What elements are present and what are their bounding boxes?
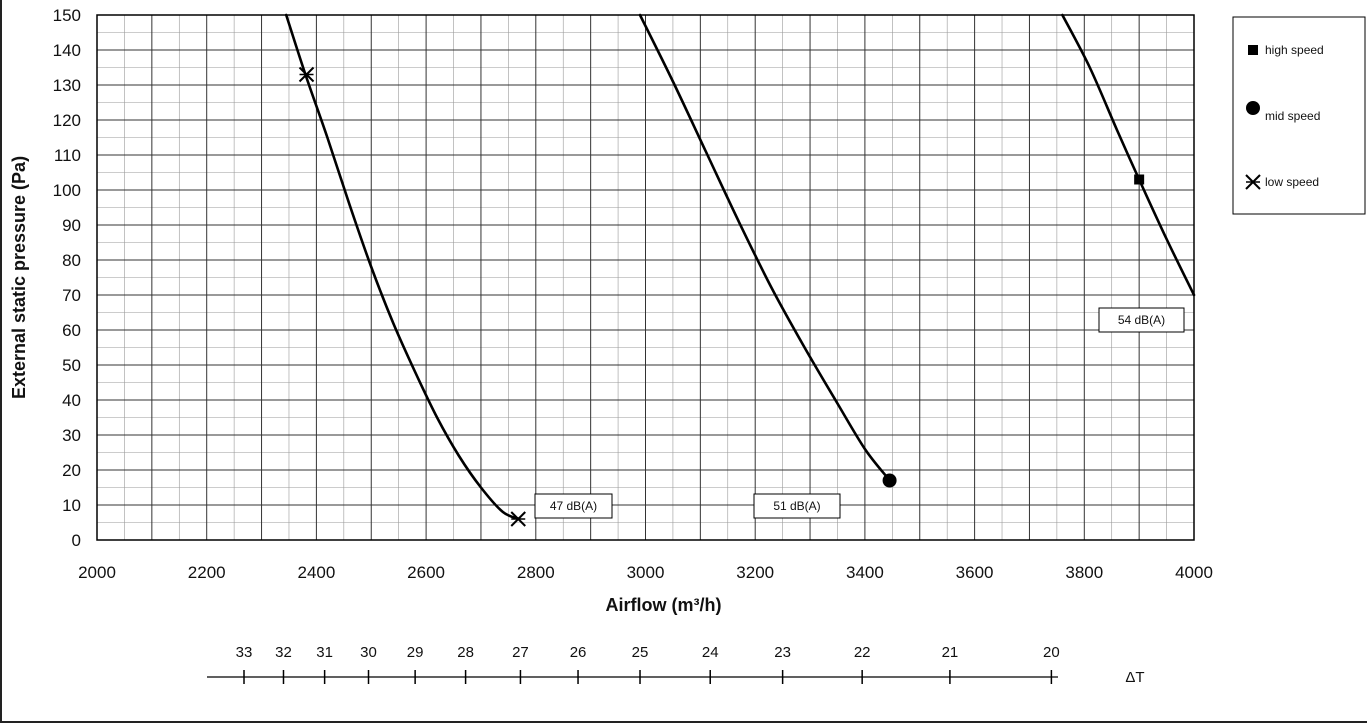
delta-t-tick-label: 29 (407, 644, 424, 661)
legend-label: high speed (1265, 43, 1324, 57)
delta-t-tick-label: 26 (570, 644, 587, 661)
legend-item-mid-speed: mid speed (1246, 101, 1320, 123)
x-tick-label: 3600 (956, 563, 994, 582)
x-tick-label: 3200 (736, 563, 774, 582)
delta-t-tick-label: 24 (702, 644, 719, 661)
delta-t-tick-label: 20 (1043, 644, 1060, 661)
delta-t-tick-label: 30 (360, 644, 377, 661)
y-tick-label: 70 (62, 286, 81, 305)
y-tick-label: 130 (53, 76, 81, 95)
x-tick-label: 3400 (846, 563, 884, 582)
low-speed-marker (510, 511, 526, 527)
y-tick-label: 0 (72, 531, 81, 550)
mid-speed-curve (638, 13, 889, 479)
x-tick-label: 2400 (297, 563, 335, 582)
y-tick-label: 50 (62, 356, 81, 375)
y-axis-title: External static pressure (Pa) (9, 156, 29, 399)
annotation-box (534, 493, 613, 519)
y-tick-label: 140 (53, 41, 81, 60)
annotation-box (1098, 307, 1185, 333)
delta-t-axis-label: ΔT (1125, 669, 1144, 686)
delta-t-tick-label: 27 (512, 644, 529, 661)
sound-level-annotations: 47 dB(A) 51 dB(A) 54 dB(A) (534, 307, 1185, 519)
x-tick-label: 2200 (188, 563, 226, 582)
y-tick-label: 120 (53, 111, 81, 130)
y-tick-label: 100 (53, 181, 81, 200)
high-speed-sound-level-label: 54 dB(A) (1098, 307, 1185, 333)
delta-t-tick-label: 25 (632, 644, 649, 661)
minor-gridlines (97, 15, 1194, 540)
y-tick-label: 20 (62, 461, 81, 480)
y-tick-label: 30 (62, 426, 81, 445)
legend-label: mid speed (1265, 109, 1320, 123)
x-tick-label: 3000 (627, 563, 665, 582)
high-speed-curve (1061, 13, 1196, 297)
y-axis-tick-labels: 0 10 20 30 40 50 60 70 80 90 100 110 120 130 140 150 (53, 6, 81, 550)
y-tick-label: 110 (54, 146, 81, 165)
y-tick-label: 10 (62, 496, 81, 515)
annotation-text: 51 dB(A) (773, 499, 820, 513)
low-speed-marker (298, 66, 315, 83)
legend-label: low speed (1265, 175, 1319, 189)
low-speed-sound-level-label: 47 dB(A) (534, 493, 613, 519)
legend-star-icon (1245, 174, 1261, 190)
delta-t-axis: 33 32 31 30 29 28 27 26 25 24 23 22 21 20 ΔT (207, 644, 1145, 686)
legend: high speed mid speed low speed (1232, 16, 1366, 215)
legend-item-high-speed: high speed (1248, 43, 1324, 57)
mid-speed-marker (882, 473, 897, 488)
major-gridlines (96, 14, 1195, 541)
high-speed-marker (1134, 174, 1145, 185)
plot-area-border (96, 14, 1195, 541)
y-tick-label: 150 (53, 6, 81, 25)
y-tick-label: 40 (62, 391, 81, 410)
delta-t-tick-label: 22 (854, 644, 871, 661)
curve-markers (298, 66, 1145, 527)
y-tick-label: 90 (62, 216, 81, 235)
annotation-text: 54 dB(A) (1118, 313, 1165, 327)
legend-circle-icon (1246, 101, 1260, 115)
annotation-text: 47 dB(A) (550, 499, 597, 513)
legend-item-low-speed: low speed (1245, 174, 1319, 190)
low-speed-curve (284, 13, 521, 521)
x-tick-label: 2000 (78, 563, 116, 582)
delta-t-tick-label: 28 (457, 644, 474, 661)
delta-t-tick-label: 31 (316, 644, 333, 661)
delta-t-tick-label: 21 (942, 644, 959, 661)
x-tick-label: 2800 (517, 563, 555, 582)
x-axis-tick-labels: 2000 2200 2400 2600 2800 3000 3200 3400 3600 3800… (78, 563, 1213, 582)
delta-t-tick-label: 23 (774, 644, 791, 661)
fan-curves (284, 13, 1196, 521)
x-tick-label: 4000 (1175, 563, 1213, 582)
y-tick-label: 80 (62, 251, 81, 270)
annotation-box (753, 493, 841, 519)
mid-speed-sound-level-label: 51 dB(A) (753, 493, 841, 519)
legend-square-icon (1248, 45, 1258, 55)
x-tick-label: 3800 (1065, 563, 1103, 582)
x-tick-label: 2600 (407, 563, 445, 582)
delta-t-tick-label: 33 (236, 644, 253, 661)
y-tick-label: 60 (62, 321, 81, 340)
delta-t-tick-label: 32 (275, 644, 292, 661)
x-axis-title: Airflow (m³/h) (606, 595, 722, 615)
